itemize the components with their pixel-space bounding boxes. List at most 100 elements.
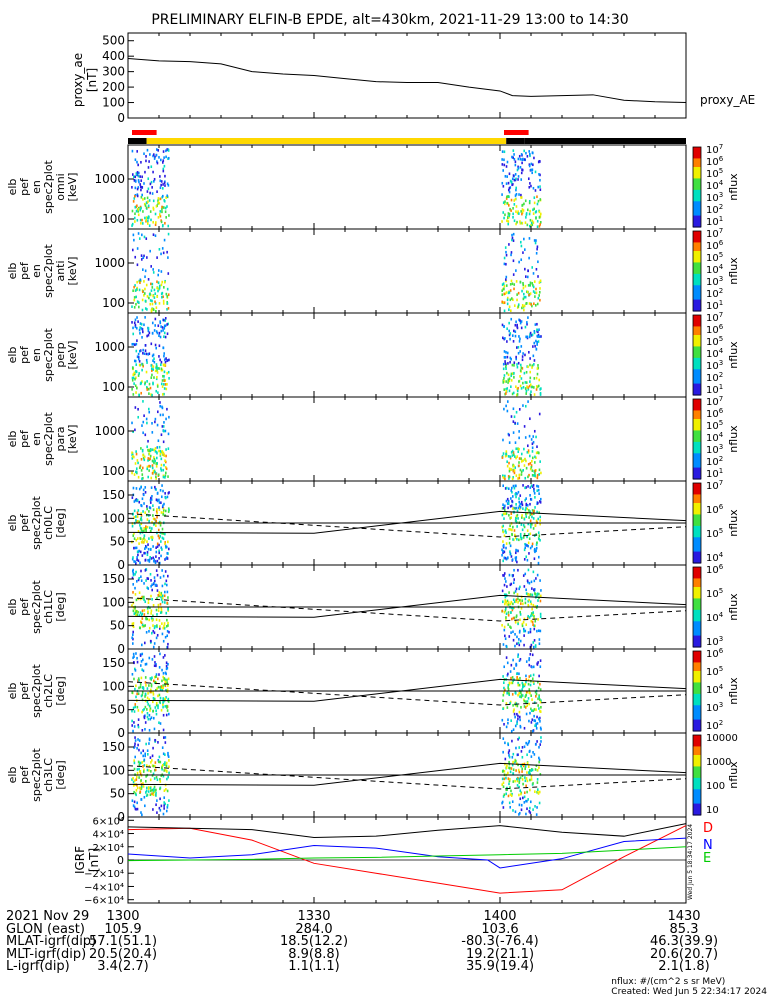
flux-pixel — [522, 305, 524, 308]
flux-pixel — [155, 477, 157, 480]
y-axis-label: ch1LC — [42, 590, 55, 624]
credits: nflux: #/(cm^2 s sr MeV) Created: Wed Ju… — [611, 977, 767, 997]
flux-pixel — [527, 678, 530, 682]
flux-pixel — [160, 433, 163, 437]
flux-pixel — [168, 759, 170, 762]
flux-pixel — [161, 450, 164, 454]
flux-pixel — [166, 709, 169, 712]
flux-pixel — [144, 316, 146, 319]
flux-pixel — [147, 278, 150, 281]
footer-value: 57.1(51.1) — [88, 934, 158, 949]
flux-pixel — [515, 702, 518, 705]
y-axis-label: spec2plot — [42, 160, 55, 214]
flux-pixel — [156, 799, 158, 802]
flux-pixel — [141, 477, 143, 481]
flux-pixel — [506, 585, 508, 588]
flux-pixel — [157, 758, 160, 762]
flux-pixel — [532, 345, 534, 348]
flux-pixel — [136, 247, 139, 250]
flux-pixel — [519, 321, 522, 325]
flux-pixel — [154, 706, 157, 709]
y-tick-label: 4×10⁴ — [93, 830, 124, 841]
flux-pixel — [141, 193, 143, 197]
flux-pixel — [134, 158, 137, 162]
flux-pixel — [136, 386, 138, 390]
flux-pixel — [151, 792, 153, 796]
colorbar-step — [693, 265, 701, 269]
flux-pixel — [528, 552, 530, 555]
flux-pixel — [146, 505, 148, 508]
flux-pixel — [506, 460, 508, 464]
flux-pixel — [537, 629, 540, 633]
colorbar-step — [693, 607, 701, 611]
flux-pixel — [135, 498, 138, 501]
flux-pixel — [162, 299, 165, 303]
flux-pixel — [501, 163, 504, 166]
flux-pixel — [525, 777, 528, 780]
flux-pixel — [166, 706, 168, 709]
flux-pixel — [138, 763, 141, 767]
flux-pixel — [520, 457, 522, 460]
flux-pixel — [540, 471, 542, 475]
flux-pixel — [132, 642, 134, 645]
flux-pixel — [516, 777, 518, 781]
flux-pixel — [529, 546, 532, 550]
flux-pixel — [530, 184, 532, 188]
flux-pixel — [159, 214, 162, 218]
flux-pixel — [152, 365, 155, 368]
flux-pixel — [536, 722, 539, 725]
flux-pixel — [507, 721, 509, 725]
colorbar-step — [693, 497, 701, 501]
y-axis-label: pef — [18, 429, 31, 448]
flux-pixel — [135, 684, 137, 688]
flux-pixel — [511, 495, 514, 498]
flux-pixel — [514, 590, 517, 593]
colorbar-tick-label: 101 — [706, 383, 723, 396]
flux-pixel — [167, 547, 170, 551]
flux-pixel — [507, 777, 510, 780]
flux-pixel — [508, 305, 511, 309]
colorbar-step — [693, 786, 701, 790]
created-stamp: Created: Wed Jun 5 22:34:17 2024 — [611, 987, 767, 997]
flux-pixel — [141, 668, 143, 672]
flux-pixel — [163, 156, 165, 159]
flux-pixel — [506, 160, 509, 164]
flux-pixel — [525, 515, 528, 518]
flux-pixel — [538, 642, 541, 646]
flux-pixel — [155, 153, 158, 157]
flux-pixel — [525, 623, 528, 627]
flux-pixel — [509, 777, 511, 781]
flux-pixel — [145, 775, 147, 778]
flux-pixel — [139, 278, 142, 282]
colorbar-step — [693, 581, 701, 585]
y-tick-label: −2×10⁴ — [84, 869, 124, 880]
flux-pixel — [511, 282, 514, 286]
flux-pixel — [505, 725, 508, 729]
flux-pixel — [149, 690, 152, 693]
flux-pixel — [517, 345, 520, 349]
flux-pixel — [164, 335, 167, 339]
flux-pixel — [536, 740, 538, 743]
flux-pixel — [143, 202, 146, 206]
flux-pixel — [152, 170, 154, 174]
flux-pixel — [155, 788, 157, 792]
flux-pixel — [539, 522, 541, 526]
flux-pixel — [532, 285, 535, 289]
flux-pixel — [144, 486, 147, 489]
flux-pixel — [138, 576, 140, 580]
flux-pixel — [166, 645, 169, 649]
flux-pixel — [136, 286, 138, 290]
colorbar-tick-label: 106 — [706, 323, 724, 336]
flux-pixel — [516, 635, 518, 639]
flux-pixel — [519, 221, 522, 225]
flux-pixel — [144, 527, 146, 531]
flux-pixel — [524, 779, 527, 783]
flux-pixel — [147, 166, 150, 169]
flux-pixel — [539, 743, 542, 746]
flux-pixel — [134, 593, 137, 596]
flux-pixel — [505, 450, 508, 453]
flux-pixel — [144, 349, 147, 353]
